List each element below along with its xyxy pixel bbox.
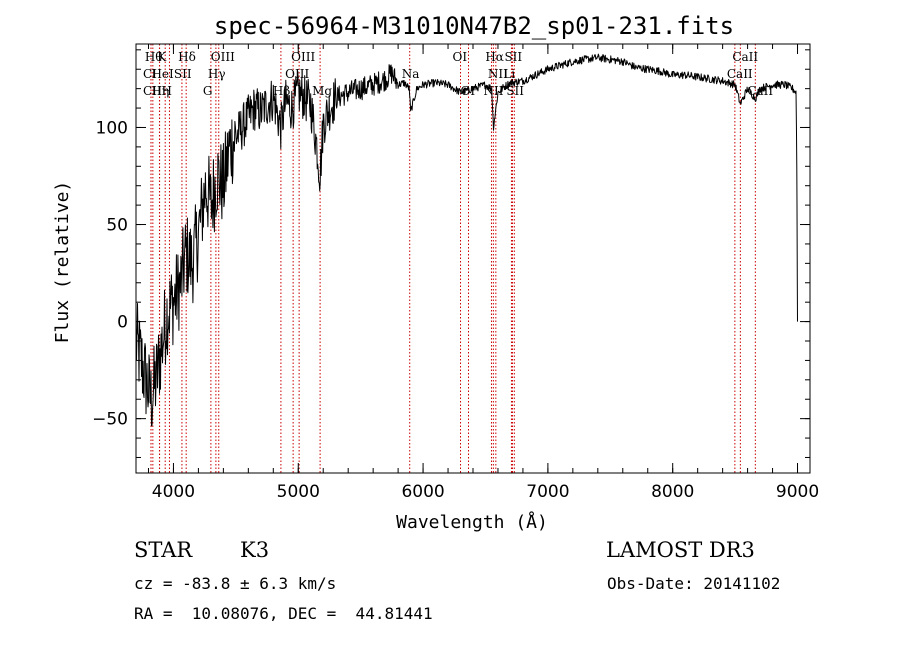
plot-frame xyxy=(135,43,811,474)
survey-name: LAMOST DR3 xyxy=(606,538,755,562)
line-label-7: SII xyxy=(174,67,192,81)
y-axis-label: Flux (relative) xyxy=(52,181,73,344)
line-label-19: NII xyxy=(483,84,503,98)
line-label-10: Hγ xyxy=(208,67,226,81)
line-label-3: Hη xyxy=(152,84,170,98)
spectrum-chart: spec-56964-M31010N47B2_sp01-231.fits 400… xyxy=(52,12,819,533)
line-label-6: H xyxy=(161,84,171,98)
line-label-20: Hα xyxy=(485,50,504,64)
line-label-4: K xyxy=(157,50,167,64)
object-class: STAR xyxy=(134,538,193,562)
line-label-14: OIII xyxy=(291,50,315,64)
line-label-24: SII xyxy=(506,84,524,98)
x-axis-ticks: 4000 5000 6000 7000 8000 9000 xyxy=(147,44,819,502)
x-tick-label-5: 9000 xyxy=(776,482,819,502)
line-label-26: CaII xyxy=(732,50,758,64)
y-tick-label-3: 100 xyxy=(96,118,128,138)
coordinates: RA = 10.08076, DEC = 44.81441 xyxy=(134,604,433,623)
x-tick-label-1: 5000 xyxy=(277,482,320,502)
line-label-17: OI xyxy=(453,50,468,64)
x-tick-label-0: 4000 xyxy=(152,482,195,502)
x-axis-label: Wavelength (Å) xyxy=(396,511,548,533)
redshift-velocity: cz = -83.8 ± 6.3 km/s xyxy=(134,574,337,593)
spectral-line-markers xyxy=(150,44,756,473)
y-tick-label-1: 0 xyxy=(117,313,128,333)
x-tick-label-4: 8000 xyxy=(651,482,694,502)
y-tick-label-0: −50 xyxy=(92,410,128,430)
line-label-11: OIII xyxy=(211,50,235,64)
spectrum-series xyxy=(135,53,798,427)
y-tick-label-2: 50 xyxy=(106,216,128,236)
line-label-5: HeI xyxy=(151,67,174,81)
line-label-18: OI xyxy=(461,84,476,98)
line-label-22: Li xyxy=(503,67,515,81)
line-label-0: Hθ xyxy=(145,50,163,64)
line-label-13: OIII xyxy=(285,67,309,81)
line-label-9: G xyxy=(203,84,213,98)
x-tick-label-3: 7000 xyxy=(526,482,569,502)
line-label-2: CII xyxy=(143,84,162,98)
line-label-1: CI xyxy=(143,67,157,81)
y-axis-ticks: −50 0 50 100 xyxy=(92,49,810,458)
line-label-21: NII xyxy=(488,67,508,81)
x-tick-label-2: 6000 xyxy=(401,482,444,502)
line-label-25: CaII xyxy=(727,67,753,81)
line-label-15: Mg xyxy=(312,84,332,98)
line-label-16: Na xyxy=(402,67,420,81)
line-label-23: SII xyxy=(504,50,522,64)
chart-title: spec-56964-M31010N47B2_sp01-231.fits xyxy=(214,12,734,40)
spectral-line-labels: HθCICIIHηKHeIHSIIHδGHγOIIIHβOIIIOIIIMgNa… xyxy=(143,50,773,98)
line-label-8: Hδ xyxy=(178,50,196,64)
observation-date: Obs-Date: 20141102 xyxy=(607,574,781,593)
line-label-27: CaII xyxy=(747,84,773,98)
object-subclass: K3 xyxy=(240,538,270,562)
line-label-12: Hβ xyxy=(273,84,290,98)
spectrum-line xyxy=(135,53,798,427)
